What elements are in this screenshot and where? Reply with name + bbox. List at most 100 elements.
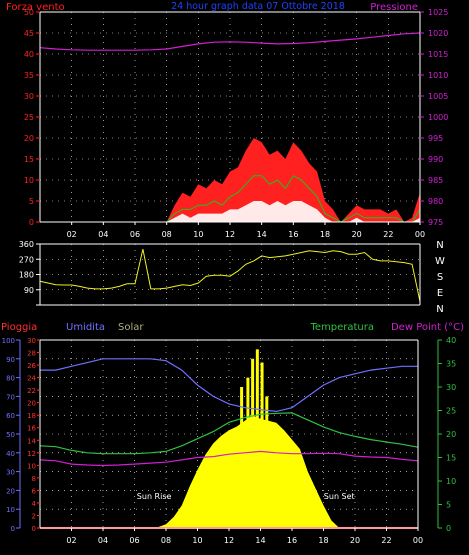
left-tick-label: 40 (24, 50, 34, 59)
right-tick-label: 1020 (428, 29, 448, 38)
left-tick-label: 180 (19, 271, 34, 280)
rain-tick-label: 10 (27, 462, 36, 470)
wind-direction-line (39, 248, 421, 302)
left-tick-label: 50 (24, 8, 34, 17)
right-tick-label: 995 (428, 134, 443, 143)
chart-title: 24 hour graph data 07 Ottobre 2018 (171, 1, 345, 12)
right-tick-label: 980 (428, 197, 443, 206)
temperature-panel: Sun Rise Sun Set0102030405060708090100024… (2, 336, 457, 545)
rain-tick-label: 26 (27, 362, 36, 370)
right-tick-label: 975 (428, 218, 443, 227)
rain-tick-label: 20 (27, 400, 36, 408)
humidity-tick-label: 20 (6, 487, 15, 495)
sunrise-label: Sun Rise (137, 492, 172, 501)
left-tick-label: 20 (24, 134, 34, 143)
rain-tick-label: 14 (27, 437, 36, 445)
wind-pressure-panel: 0510152025303540455097598098599099510001… (24, 8, 449, 239)
x-tick-label: 12 (224, 536, 234, 545)
x-tick-label: 22 (383, 230, 393, 239)
temp-tick-label: 0 (446, 524, 451, 533)
right-tick-label: 1025 (428, 8, 448, 17)
pressure-label: Pressione (370, 2, 418, 13)
left-tick-label: 35 (24, 71, 34, 80)
x-tick-label: 18 (318, 536, 328, 545)
humidity-label: Umidita (66, 322, 105, 333)
wind-force-label: Forza vento (6, 2, 65, 13)
rain-tick-label: 22 (27, 387, 36, 395)
humidity-tick-label: 90 (6, 356, 15, 364)
x-tick-label: 20 (352, 230, 362, 239)
x-tick-label: 02 (66, 536, 76, 545)
x-tick-label: 18 (320, 230, 330, 239)
x-tick-label: 10 (192, 536, 202, 545)
temp-tick-label: 30 (446, 383, 456, 392)
left-tick-label: 10 (24, 176, 34, 185)
left-tick-label: 30 (24, 92, 34, 101)
right-tick-label: 1015 (428, 50, 448, 59)
rain-label: Pioggia (1, 322, 37, 333)
right-tick-label: 1005 (428, 92, 448, 101)
rain-tick-label: 18 (27, 412, 36, 420)
compass-label: W (435, 256, 445, 267)
x-tick-label: 00 (413, 536, 423, 545)
humidity-tick-label: 40 (6, 450, 15, 458)
humidity-tick-label: 70 (6, 393, 15, 401)
temperature-label: Temperatura (309, 322, 374, 333)
left-tick-label: 15 (24, 155, 34, 164)
x-tick-label: 14 (257, 230, 267, 239)
humidity-tick-label: 0 (11, 525, 15, 533)
wind-lull-area (40, 201, 420, 222)
solar-label: Solar (118, 322, 144, 333)
rain-tick-label: 28 (27, 350, 36, 358)
temp-tick-label: 25 (446, 407, 456, 416)
humidity-tick-label: 100 (2, 337, 15, 345)
rain-tick-label: 2 (32, 512, 36, 520)
x-tick-label: 04 (98, 536, 108, 545)
compass-label: N (436, 240, 443, 251)
left-tick-label: 45 (24, 29, 34, 38)
humidity-tick-label: 30 (6, 469, 15, 477)
dewpoint-line (39, 450, 419, 467)
rain-tick-label: 16 (27, 425, 36, 433)
humidity-tick-label: 80 (6, 375, 15, 383)
rain-tick-label: 8 (32, 475, 36, 483)
temp-tick-label: 20 (446, 430, 456, 439)
humidity-line (40, 358, 418, 413)
compass-label: N (436, 304, 443, 315)
x-tick-label: 10 (193, 230, 203, 239)
x-tick-label: 08 (161, 536, 171, 545)
x-tick-label: 22 (381, 536, 391, 545)
x-tick-label: 02 (67, 230, 77, 239)
compass-label: E (437, 288, 443, 299)
x-tick-label: 20 (350, 536, 360, 545)
right-tick-label: 1010 (428, 71, 448, 80)
rain-tick-label: 0 (32, 525, 36, 533)
solar-area (150, 415, 340, 528)
left-tick-label: 0 (29, 218, 34, 227)
temp-tick-label: 10 (446, 477, 456, 486)
left-tick-label: 270 (19, 255, 34, 264)
left-tick-label: 25 (24, 113, 34, 122)
temp-tick-label: 35 (446, 360, 456, 369)
humidity-tick-label: 10 (6, 506, 15, 514)
right-tick-label: 990 (428, 155, 443, 164)
humidity-tick-label: 50 (6, 431, 15, 439)
temp-tick-label: 40 (446, 336, 456, 345)
rain-tick-label: 12 (27, 450, 36, 458)
left-tick-label: 90 (24, 286, 34, 295)
pressure-line (39, 32, 421, 51)
wind-gust-area (40, 138, 420, 222)
left-tick-label: 5 (29, 197, 34, 206)
x-tick-label: 06 (130, 230, 140, 239)
left-tick-label: 360 (19, 240, 34, 249)
rain-tick-label: 24 (27, 375, 36, 383)
rain-tick-label: 30 (27, 337, 36, 345)
rain-tick-label: 6 (32, 487, 37, 495)
rain-tick-label: 4 (32, 500, 37, 508)
dewpoint-label: Dew Point (°C) (391, 322, 464, 333)
compass-label: S (437, 272, 443, 283)
x-tick-label: 08 (162, 230, 172, 239)
humidity-tick-label: 60 (6, 412, 15, 420)
